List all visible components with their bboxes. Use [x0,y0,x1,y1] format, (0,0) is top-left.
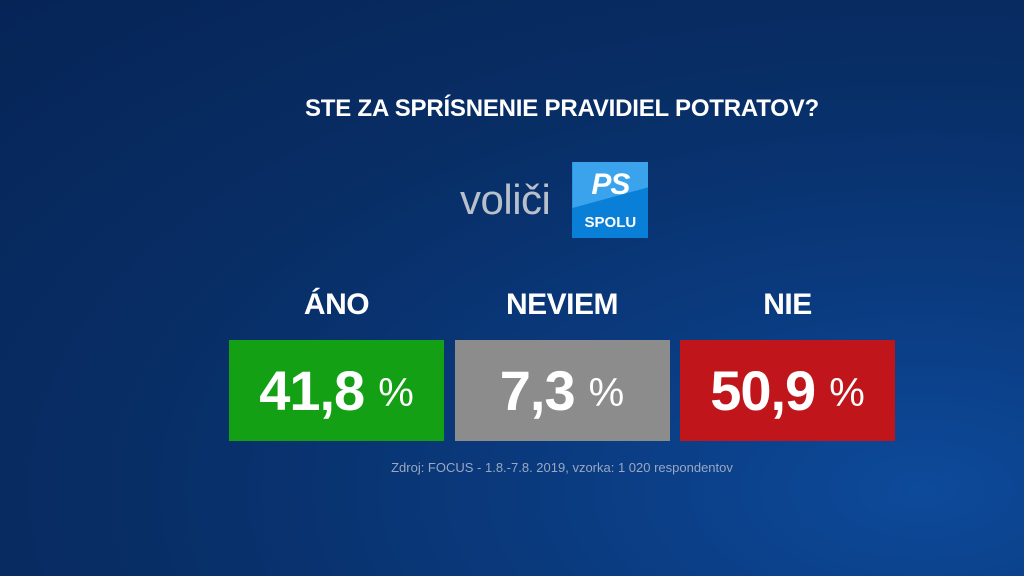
source-note: Zdroj: FOCUS - 1.8.-7.8. 2019, vzorka: 1… [391,460,733,475]
percent-sign: % [378,371,414,415]
chart-title: STE ZA SPRÍSNENIE PRAVIDIEL POTRATOV? [304,95,819,122]
voter-group: voliči PS SPOLU [460,162,649,238]
result-column-2: NIE 50,9% [680,288,895,441]
voter-group-label: voliči [460,176,551,223]
result-box: 50,9% [680,340,895,441]
category-label: NIE [763,288,812,321]
result-column-1: NEVIEM 7,3% [454,288,670,441]
percent-sign: % [829,371,865,415]
result-box: 41,8% [229,340,444,441]
percent-sign: % [588,371,625,415]
category-label: NEVIEM [505,288,619,321]
logo-ps-text: PS [591,168,630,201]
ps-spolu-logo: PS SPOLU [572,162,649,238]
results-chart: ÁNO 41,8% NEVIEM 7,3% NIE 50,9% [229,288,895,448]
result-value: 41,8 [259,359,365,422]
logo-spolu-text: SPOLU [584,214,637,231]
result-value: 7,3 [499,359,576,422]
result-box: 7,3% [454,340,670,441]
category-label: ÁNO [303,288,370,321]
result-value: 50,9 [710,359,816,422]
result-column-0: ÁNO 41,8% [229,288,444,441]
